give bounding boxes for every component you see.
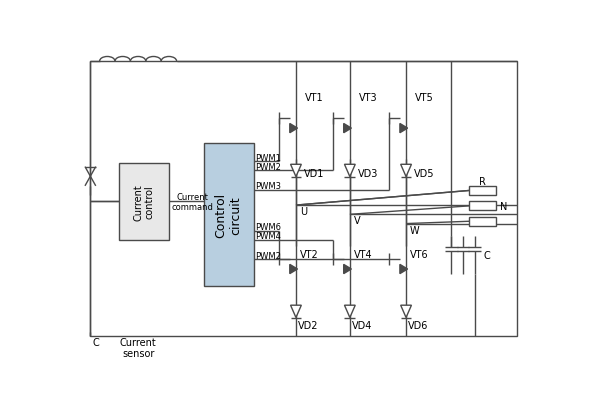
Polygon shape — [344, 265, 352, 274]
Text: VT6: VT6 — [410, 249, 428, 259]
Bar — [203, 144, 254, 286]
Text: Current
sensor: Current sensor — [120, 337, 157, 358]
Polygon shape — [290, 165, 301, 177]
Text: VD3: VD3 — [358, 168, 378, 178]
Polygon shape — [290, 306, 301, 318]
Polygon shape — [344, 165, 355, 177]
Polygon shape — [290, 124, 298, 134]
Text: U: U — [300, 207, 307, 217]
Bar — [469, 186, 496, 196]
Text: C: C — [484, 251, 491, 261]
Text: VD6: VD6 — [409, 320, 429, 330]
Polygon shape — [290, 265, 298, 274]
Text: Current
control: Current control — [133, 183, 155, 220]
Text: R: R — [479, 177, 486, 187]
Text: VT5: VT5 — [415, 93, 434, 103]
Text: C: C — [92, 337, 100, 347]
Text: V: V — [354, 216, 361, 226]
Polygon shape — [344, 306, 355, 318]
Polygon shape — [344, 124, 352, 134]
Text: PWM2: PWM2 — [255, 163, 281, 172]
Bar — [119, 163, 169, 240]
Text: Control
circuit: Control circuit — [215, 192, 242, 238]
Text: W: W — [410, 225, 419, 235]
Text: VT4: VT4 — [354, 249, 373, 259]
Text: VD1: VD1 — [304, 168, 324, 178]
Text: VD4: VD4 — [352, 320, 373, 330]
Text: VD5: VD5 — [414, 168, 434, 178]
Text: VT2: VT2 — [300, 249, 319, 259]
Polygon shape — [400, 265, 407, 274]
Text: PWM3: PWM3 — [255, 182, 281, 191]
Text: VT3: VT3 — [359, 93, 378, 103]
Text: PWM4: PWM4 — [255, 232, 281, 241]
Text: PWM1: PWM1 — [255, 154, 281, 162]
Bar — [469, 217, 496, 226]
Bar — [469, 202, 496, 211]
Polygon shape — [400, 124, 407, 134]
Text: VT1: VT1 — [305, 93, 324, 103]
Bar — [91, 62, 517, 336]
Text: VD2: VD2 — [298, 320, 319, 330]
Polygon shape — [401, 306, 412, 318]
Text: Current
command: Current command — [171, 192, 213, 211]
Text: N: N — [500, 201, 508, 211]
Polygon shape — [401, 165, 412, 177]
Text: PWM2: PWM2 — [255, 251, 281, 260]
Text: PWM6: PWM6 — [255, 223, 281, 231]
